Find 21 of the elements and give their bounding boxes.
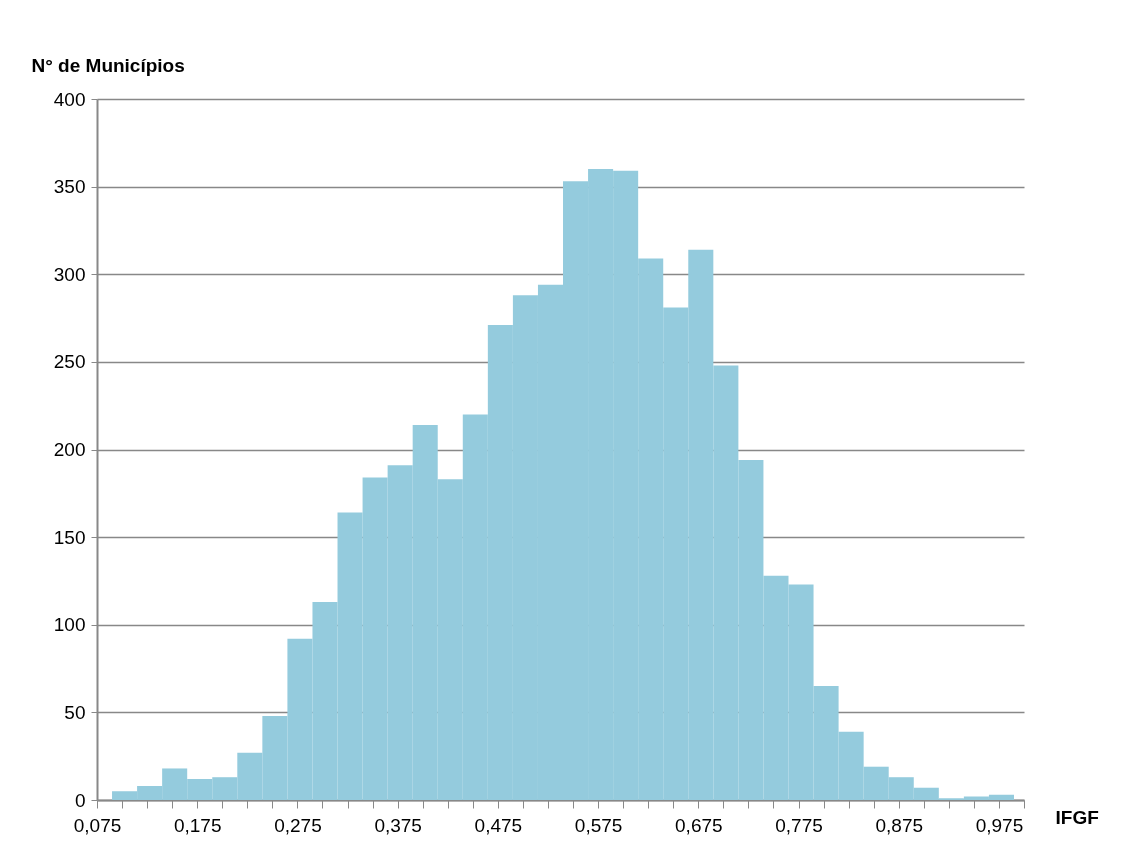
y-tick-label: 250 [53,351,86,373]
x-axis-title: IFGF [1055,806,1099,828]
y-tick-label: 350 [53,176,86,198]
y-tick-label: 400 [53,88,86,110]
x-tick-label: 0,575 [574,814,623,836]
x-tick-label: 0,775 [775,814,823,836]
x-tick-label: 0,675 [675,814,723,836]
x-tick-label: 0,375 [374,814,422,836]
x-tick-label: 0,175 [173,814,222,836]
x-tick-label: 0,475 [474,814,523,836]
y-tick-label: 300 [53,263,86,285]
x-tick-label: 0,875 [875,814,923,836]
y-tick-label: 150 [53,526,86,548]
y-tick-label: 100 [53,614,86,636]
y-tick-label: 50 [64,701,86,723]
y-axis-title: N° de Municípios [31,54,185,76]
y-tick-label: 200 [53,439,86,460]
y-tick-label: 0 [74,789,86,811]
x-tick-label: 0,075 [73,814,122,836]
x-tick-label: 0,275 [274,814,322,836]
x-tick-label: 0,975 [975,814,1024,836]
